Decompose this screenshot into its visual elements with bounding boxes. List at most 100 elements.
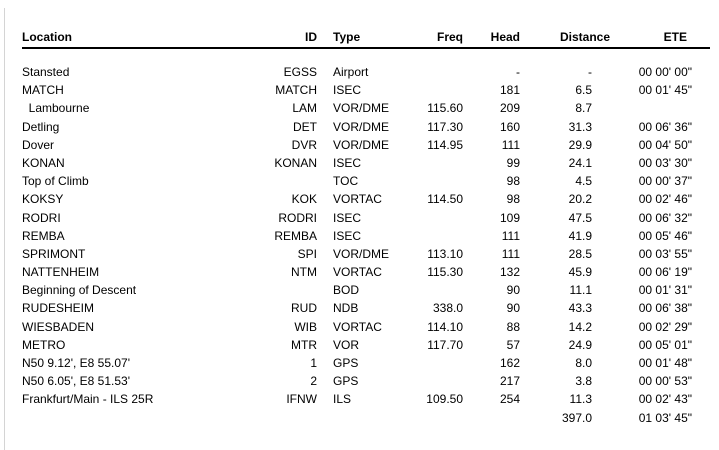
cell-freq (413, 81, 463, 99)
cell-ete: 00 02' 29" (638, 319, 692, 334)
cell-distance: 24.9 (568, 337, 592, 352)
cell-freq: 115.30 (427, 265, 463, 280)
table-row: SPRIMONT SPI VOR/DME 113.10 111 28.5 00 03' 55… (22, 245, 710, 263)
table-row: Top of Climb TOC 98 4.5 00 00' 37" (22, 172, 710, 190)
cell-id: 2 (310, 374, 317, 389)
cell-id: DET (293, 119, 317, 134)
navlog-table: Location ID Type Freq Head Distance ETE … (22, 30, 710, 427)
cell-type: ILS (333, 392, 352, 407)
cell-id: RUD (291, 301, 317, 316)
column-header-head: Head (490, 30, 520, 44)
cell-distance: 8.7 (575, 101, 592, 116)
column-header-distance: Distance (559, 30, 610, 44)
cell-location: Frankfurt/Main - ILS 25R (22, 392, 154, 407)
cell-type: VOR (333, 337, 360, 352)
table-row: METRO MTR VOR 117.70 57 24.9 00 05' 01" (22, 336, 710, 354)
cell-type: GPS (333, 374, 359, 389)
cell-id: IFNW (286, 392, 317, 407)
cell-head: 109 (499, 210, 520, 225)
cell-head: 57 (506, 337, 520, 352)
cell-distance: 29.9 (568, 137, 592, 152)
cell-location: RUDESHEIM (22, 301, 95, 316)
cell-type: VOR/DME (333, 137, 390, 152)
table-row: Stansted EGSS Airport - - 00 00' 00" (22, 63, 710, 81)
cell-id (230, 409, 317, 427)
cell-head: 162 (499, 356, 520, 370)
cell-id: MATCH (275, 83, 317, 98)
cell-id: RODRI (278, 210, 317, 225)
table-row: Dover DVR VOR/DME 114.95 111 29.9 00 04' 50" (22, 136, 710, 154)
cell-freq (413, 409, 463, 427)
cell-distance: 31.3 (568, 119, 592, 134)
cell-freq: 109.50 (426, 392, 463, 407)
table-row: WIESBADEN WIB VORTAC 114.10 88 14.2 00 02' 29" (22, 318, 710, 336)
cell-type: ISEC (333, 83, 362, 98)
cell-id: NTM (291, 265, 317, 280)
cell-id (230, 281, 317, 299)
cell-distance: 3.8 (575, 374, 592, 389)
cell-distance: 11.1 (569, 283, 592, 298)
cell-freq (413, 209, 463, 227)
cell-head: 132 (499, 265, 520, 280)
cell-freq (413, 227, 463, 245)
cell-type: VORTAC (333, 319, 382, 334)
cell-ete: 00 05' 01" (638, 337, 692, 352)
cell-type: Airport (333, 65, 369, 79)
cell-id: 1 (310, 356, 317, 370)
cell-id: MTR (291, 337, 317, 352)
cell-id: KOK (291, 192, 317, 207)
cell-freq (413, 172, 463, 190)
cell-freq: 114.10 (427, 319, 463, 334)
cell-location: KONAN (22, 155, 65, 170)
cell-head: 111 (501, 137, 520, 152)
cell-location: SPRIMONT (22, 246, 86, 261)
cell-distance: 45.9 (568, 265, 592, 280)
cell-ete: 00 00' 37" (638, 174, 692, 189)
cell-head: 98 (506, 174, 520, 189)
cell-distance: 28.5 (568, 246, 592, 261)
cell-location: N50 6.05', E8 51.53' (22, 374, 130, 389)
cell-freq (413, 354, 463, 372)
cell-location (22, 409, 230, 427)
cell-id: REMBA (274, 228, 317, 243)
column-header-ete: ETE (663, 30, 687, 44)
cell-head: 217 (499, 374, 520, 389)
cell-type: VORTAC (333, 265, 382, 280)
cell-freq: 338.0 (432, 301, 463, 316)
cell-ete: 00 02' 43" (638, 392, 692, 407)
cell-location: MATCH (22, 83, 64, 98)
cell-freq (413, 281, 463, 299)
cell-freq: 114.95 (427, 137, 463, 152)
table-row: RODRI RODRI ISEC 109 47.5 00 06' 32" (22, 209, 710, 227)
cell-location: METRO (22, 337, 66, 352)
column-header-type: Type (333, 30, 361, 44)
cell-distance: 20.2 (568, 192, 592, 207)
cell-ete: 00 06' 32" (638, 210, 692, 225)
cell-ete: 00 06' 38" (638, 301, 692, 316)
cell-ete: 00 02' 46" (638, 192, 692, 207)
table-row: KOKSY KOK VORTAC 114.50 98 20.2 00 02' 46" (22, 190, 710, 208)
cell-location: NATTENHEIM (22, 265, 100, 280)
cell-distance: 41.9 (568, 228, 592, 243)
cell-freq (413, 154, 463, 172)
table-body: Stansted EGSS Airport - -00 00' 00" MATCH MATC… (22, 63, 710, 427)
cell-id: LAM (292, 101, 317, 116)
cell-id: WIB (294, 319, 317, 334)
cell-head: 111 (501, 246, 520, 261)
cell-distance: 6.5 (575, 83, 592, 98)
cell-location: Detling (22, 119, 60, 134)
cell-type: VOR/DME (333, 246, 390, 261)
cell-ete: 01 03' 45" (638, 410, 692, 425)
cell-ete: 00 01' 48" (638, 356, 692, 370)
table-header-row: Location ID Type Freq Head Distance ETE (22, 30, 710, 49)
cell-distance: 43.3 (568, 301, 592, 316)
cell-ete (610, 99, 710, 117)
cell-location: RODRI (22, 210, 61, 225)
cell-type (317, 409, 413, 427)
column-header-location: Location (22, 30, 72, 44)
column-header-id: ID (305, 30, 317, 44)
cell-head: 181 (499, 83, 520, 98)
cell-head: 209 (499, 101, 520, 116)
cell-type: VORTAC (333, 192, 382, 207)
